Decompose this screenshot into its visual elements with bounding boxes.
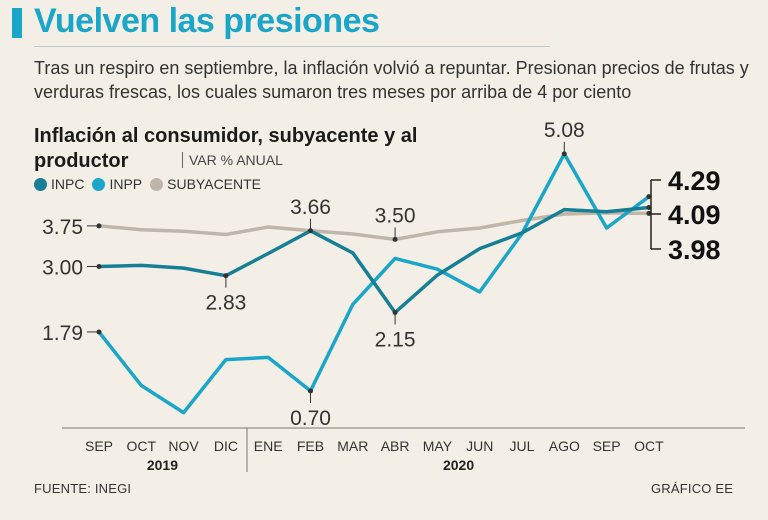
legend-swatch-subyacente — [150, 177, 164, 191]
data-label: 3.00 — [42, 256, 83, 279]
data-label: 3.75 — [42, 216, 83, 239]
x-tick-label: ENE — [254, 438, 283, 454]
x-tick-label: OCT — [634, 438, 664, 454]
x-tick-label: OCT — [127, 438, 157, 454]
annotation-dot — [392, 236, 398, 242]
subtitle: Tras un respiro en septiembre, la inflac… — [34, 58, 749, 102]
legend-swatch-inpc — [34, 177, 47, 191]
legend-label-inpp: INPP — [109, 176, 143, 192]
data-label: 0.70 — [290, 407, 331, 430]
legend-swatch-inpp — [92, 177, 106, 191]
annotation-dot — [561, 151, 567, 157]
headline-rule — [34, 46, 550, 47]
annotation-dot — [223, 273, 229, 279]
x-tick-label: MAR — [337, 438, 368, 454]
headline-accent-bar — [12, 8, 22, 38]
end-point-dot — [646, 210, 652, 216]
x-tick-label: FEB — [297, 438, 324, 454]
end-value-label: 4.09 — [668, 200, 721, 230]
chart-title: Inflación al consumidor, subyacente y al… — [34, 124, 474, 174]
data-label: 3.66 — [290, 196, 331, 219]
end-value-label: 4.29 — [668, 166, 721, 196]
legend-item-inpc: INPC — [34, 176, 84, 192]
data-label: 2.15 — [375, 328, 416, 351]
annotation-dot — [392, 309, 398, 315]
annotation-dot — [96, 263, 102, 269]
chart-title-text: Inflación al consumidor, subyacente y al… — [34, 125, 418, 172]
annotation-dot — [96, 223, 102, 229]
year-label: 2019 — [147, 457, 178, 473]
x-tick-label: JUN — [466, 438, 493, 454]
x-tick-label: MAY — [423, 438, 453, 454]
headline: Vuelven las presiones — [34, 2, 380, 40]
series-line-inpc — [97, 205, 651, 315]
annotation-dot — [308, 388, 313, 394]
legend-item-inpp: INPP — [92, 176, 142, 192]
x-tick-label: NOV — [168, 438, 199, 454]
end-point-dot — [646, 194, 652, 200]
data-label: 3.50 — [375, 204, 416, 227]
data-label: 2.83 — [205, 292, 246, 315]
legend-item-subyacente: SUBYACENTE — [150, 176, 261, 192]
end-point-dot — [646, 204, 652, 210]
x-tick-label: DIC — [214, 438, 238, 454]
x-tick-label: AGO — [549, 438, 580, 454]
legend-label-subyacente: SUBYACENTE — [167, 176, 262, 192]
legend-label-inpc: INPC — [51, 176, 85, 192]
annotation-dot — [308, 228, 313, 234]
x-tick-label: ABR — [381, 438, 410, 454]
data-label: 1.79 — [42, 322, 83, 345]
graphic-credit: GRÁFICO EE — [651, 481, 734, 496]
x-tick-label: SEP — [85, 438, 113, 454]
chart-unit-label: VAR % ANUAL — [182, 152, 283, 168]
x-tick-label: SEP — [593, 438, 621, 454]
legend: INPC INPP SUBYACENTE — [34, 176, 269, 192]
source-note: FUENTE: INEGI — [34, 481, 132, 496]
year-label: 2020 — [443, 457, 474, 473]
end-value-label: 3.98 — [668, 235, 721, 265]
x-tick-label: JUL — [510, 438, 535, 454]
annotation-dot — [96, 329, 102, 335]
data-label: 5.08 — [544, 119, 585, 142]
